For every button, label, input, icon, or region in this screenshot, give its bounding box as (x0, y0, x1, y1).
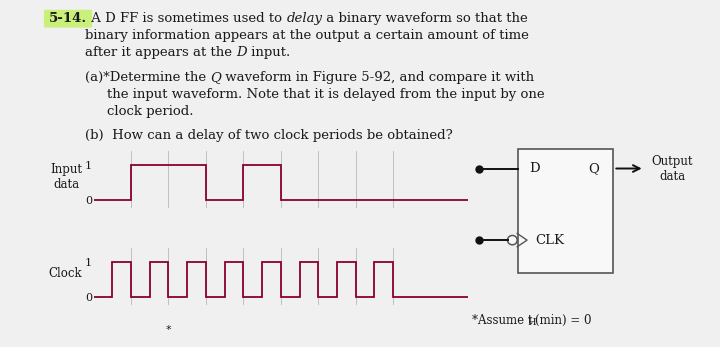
Text: Output
data: Output data (652, 154, 693, 183)
Text: a binary waveform so that the: a binary waveform so that the (323, 12, 528, 25)
Text: after it appears at the: after it appears at the (85, 46, 236, 59)
Text: Clock: Clock (49, 268, 82, 280)
Text: input.: input. (247, 46, 290, 59)
Text: the input waveform. Note that it is delayed from the input by one: the input waveform. Note that it is dela… (107, 88, 544, 101)
Text: D: D (236, 46, 247, 59)
Text: clock period.: clock period. (107, 105, 193, 118)
FancyBboxPatch shape (44, 10, 92, 27)
Text: *Assume t: *Assume t (472, 314, 532, 327)
Text: waveform in Figure 5-92, and compare it with: waveform in Figure 5-92, and compare it … (221, 71, 534, 84)
Text: 5-14.: 5-14. (49, 12, 87, 25)
Bar (518, 149, 613, 273)
Circle shape (508, 236, 517, 245)
Text: A D FF is sometimes used to: A D FF is sometimes used to (87, 12, 287, 25)
Text: (b)  How can a delay of two clock periods be obtained?: (b) How can a delay of two clock periods… (85, 129, 453, 142)
Text: H: H (528, 318, 536, 327)
Text: Q: Q (589, 162, 600, 175)
Text: Input
data: Input data (50, 163, 82, 191)
Text: delay: delay (287, 12, 323, 25)
Text: Q: Q (210, 71, 221, 84)
Text: D: D (528, 162, 539, 175)
Text: (a)*Determine the: (a)*Determine the (85, 71, 210, 84)
Text: CLK: CLK (536, 234, 564, 247)
Text: (min) = 0: (min) = 0 (535, 314, 591, 327)
Text: *: * (166, 325, 171, 336)
Text: binary information appears at the output a certain amount of time: binary information appears at the output… (85, 29, 528, 42)
